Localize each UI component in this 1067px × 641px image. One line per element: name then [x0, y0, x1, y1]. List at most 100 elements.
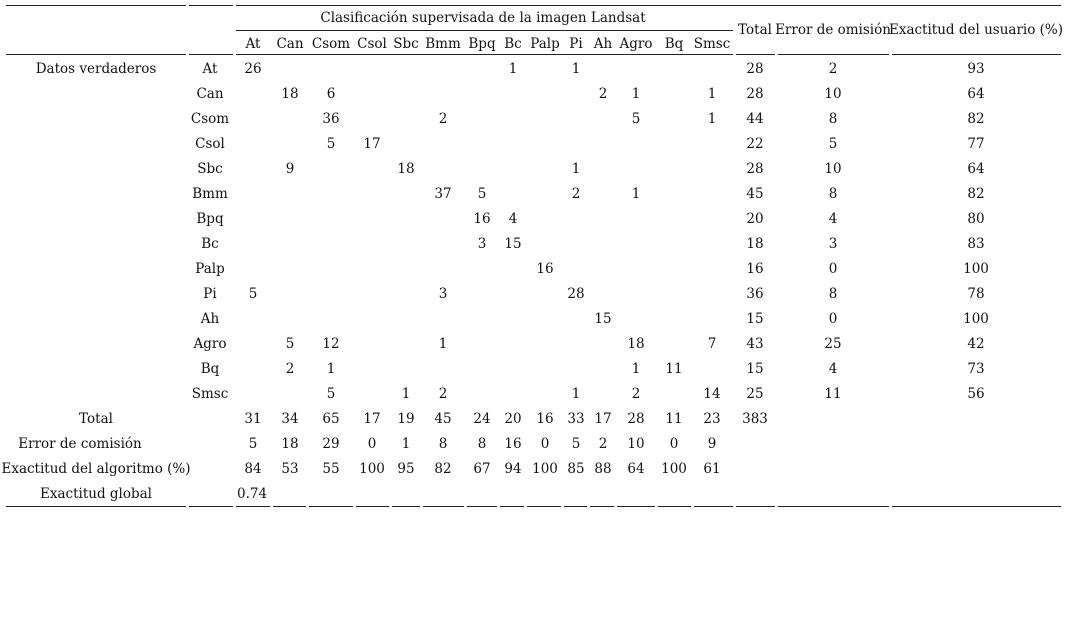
row-total: 18 [746, 236, 764, 252]
algorithm-accuracy: 84 [244, 461, 262, 477]
matrix-cell: 12 [322, 336, 340, 352]
omission-error: 8 [828, 186, 838, 202]
row-total: 36 [746, 286, 764, 302]
row-total: 44 [746, 111, 764, 127]
row-total: 20 [746, 211, 764, 227]
commission-error: 0 [540, 436, 550, 452]
user-accuracy: 80 [967, 211, 985, 227]
matrix-cell: 16 [473, 211, 491, 227]
algorithm-accuracy: 55 [322, 461, 340, 477]
row-label: Agro [193, 336, 227, 352]
row-label: Ah [200, 311, 220, 327]
commission-error: 2 [598, 436, 608, 452]
user-accuracy: 73 [967, 361, 985, 377]
row-total: 28 [746, 86, 764, 102]
column-header: Ah [593, 36, 613, 52]
commission-error: 18 [281, 436, 299, 452]
matrix-cell: 1 [707, 86, 717, 102]
omission-error: 10 [824, 86, 842, 102]
matrix-cell: 6 [326, 86, 336, 102]
column-header: Palp [530, 36, 560, 52]
column-total: 23 [703, 411, 721, 427]
row-label: Can [196, 86, 224, 102]
commission-error: 0 [669, 436, 679, 452]
matrix-cell: 2 [438, 111, 448, 127]
matrix-cell: 18 [281, 86, 299, 102]
row-total: 28 [746, 61, 764, 77]
matrix-cell: 1 [438, 336, 448, 352]
algorithm-accuracy: 67 [473, 461, 491, 477]
matrix-cell: 18 [397, 161, 415, 177]
user-accuracy: 82 [967, 186, 985, 202]
omission-error: 8 [828, 111, 838, 127]
user-accuracy: 78 [967, 286, 985, 302]
column-header: Pi [569, 36, 583, 52]
summary-label-algorithm-accuracy: Exactitud del algoritmo (%) [1, 461, 191, 477]
column-header: At [245, 36, 261, 52]
row-total: 22 [746, 136, 764, 152]
omission-error: 25 [824, 336, 842, 352]
omission-error: 0 [828, 261, 838, 277]
matrix-cell: 4 [508, 211, 518, 227]
column-header: Bmm [425, 36, 461, 52]
column-header: Bc [504, 36, 522, 52]
column-header: Can [276, 36, 304, 52]
column-header: Smsc [693, 36, 731, 52]
row-total: 15 [746, 361, 764, 377]
column-total: 16 [536, 411, 554, 427]
matrix-cell: 11 [665, 361, 683, 377]
row-label: Smsc [191, 386, 229, 402]
global-accuracy: 0.74 [237, 486, 268, 502]
row-label: Csom [190, 111, 230, 127]
matrix-cell: 3 [438, 286, 448, 302]
user-accuracy: 83 [967, 236, 985, 252]
user-accuracy: 77 [967, 136, 985, 152]
matrix-cell: 5 [285, 336, 295, 352]
matrix-cell: 37 [434, 186, 452, 202]
matrix-cell: 36 [322, 111, 340, 127]
matrix-cell: 1 [571, 386, 581, 402]
column-header: Csom [311, 36, 351, 52]
column-header: Csol [357, 36, 387, 52]
row-label: Bmm [192, 186, 228, 202]
column-total: 17 [363, 411, 381, 427]
row-total: 28 [746, 161, 764, 177]
omission-error: 4 [828, 361, 838, 377]
matrix-cell: 15 [504, 236, 522, 252]
omission-error: 5 [828, 136, 838, 152]
column-total: 24 [473, 411, 491, 427]
matrix-cell: 1 [571, 61, 581, 77]
matrix-cell: 17 [363, 136, 381, 152]
row-label: Sbc [197, 161, 223, 177]
column-total: 20 [504, 411, 522, 427]
commission-error: 8 [477, 436, 487, 452]
side-label: Datos verdaderos [35, 61, 157, 77]
matrix-cell: 28 [567, 286, 585, 302]
matrix-cell: 9 [285, 161, 295, 177]
column-total: 31 [244, 411, 262, 427]
column-total: 33 [567, 411, 585, 427]
omission-error: 4 [828, 211, 838, 227]
column-header: Agro [619, 36, 653, 52]
row-label: Bc [201, 236, 219, 252]
matrix-cell: 15 [594, 311, 612, 327]
user-accuracy: 56 [967, 386, 985, 402]
row-total: 25 [746, 386, 764, 402]
matrix-cell: 16 [536, 261, 554, 277]
matrix-cell: 5 [631, 111, 641, 127]
matrix-cell: 5 [326, 136, 336, 152]
row-label: Pi [203, 286, 217, 302]
algorithm-accuracy: 82 [434, 461, 452, 477]
matrix-cell: 26 [244, 61, 262, 77]
matrix-cell: 2 [285, 361, 295, 377]
matrix-cell: 5 [477, 186, 487, 202]
total-header: Total [738, 22, 772, 38]
user-accuracy: 64 [967, 86, 985, 102]
row-label: Palp [195, 261, 225, 277]
algorithm-accuracy: 94 [504, 461, 522, 477]
column-total: 34 [281, 411, 299, 427]
group-header: Clasificación supervisada de la imagen L… [320, 10, 646, 26]
matrix-cell: 1 [631, 361, 641, 377]
commission-error: 1 [401, 436, 411, 452]
algorithm-accuracy: 95 [397, 461, 415, 477]
